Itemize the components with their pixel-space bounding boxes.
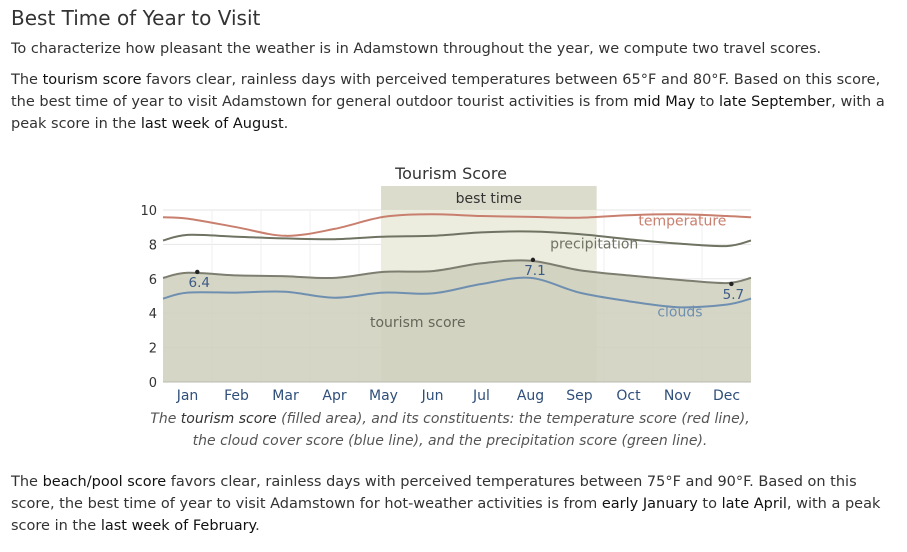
x-tick-label: Jan — [176, 388, 199, 404]
precipitation-series-label: precipitation — [550, 237, 638, 253]
best-time-header — [381, 186, 597, 210]
temperature-series-label: temperature — [638, 213, 726, 229]
best-time-start: mid May — [633, 94, 696, 110]
clouds-series-label: clouds — [657, 305, 702, 321]
clouds-score-line — [162, 276, 752, 309]
caption-segment: (filled area), and its constituents: the… — [192, 411, 750, 449]
x-tick-label: Jul — [472, 388, 490, 404]
tourism-paragraph: The tourism score favors clear, rainless… — [11, 69, 896, 135]
text-segment: to — [697, 496, 722, 512]
x-tick-label: Dec — [713, 388, 740, 404]
y-tick-label: 0 — [149, 376, 157, 391]
temperature-score-line — [162, 213, 752, 237]
score-marker — [530, 257, 536, 263]
y-tick-label: 6 — [149, 273, 157, 288]
score-label: 7.1 — [524, 263, 545, 279]
chart-caption: The tourism score (filled area), and its… — [140, 408, 760, 452]
y-tick-label: 4 — [149, 307, 157, 322]
tourism-series-label: tourism score — [370, 315, 466, 331]
caption-tourism-score-term: tourism score — [180, 411, 277, 427]
caption-segment: The — [150, 411, 181, 427]
x-tick-label: Feb — [224, 388, 249, 404]
x-tick-label: Aug — [517, 388, 544, 404]
text-segment: The — [11, 474, 43, 490]
tourism-score-line — [162, 259, 752, 285]
beach-time-start: early January — [601, 496, 698, 512]
best-time-end: late September — [718, 94, 832, 110]
text-segment: , with a peak score in the — [11, 94, 885, 132]
text-segment: The — [11, 72, 43, 88]
x-tick-label: Nov — [664, 388, 691, 404]
tourism-score-chart: Tourism Score 0 2 4 6 8 10 best time tourism sco… — [140, 164, 752, 404]
beach-paragraph: The beach/pool score favors clear, rainl… — [11, 471, 896, 537]
text-segment: favors clear, rainless days with perceiv… — [11, 474, 857, 512]
y-tick-label: 2 — [149, 342, 157, 357]
x-tick-label: Jun — [421, 388, 444, 404]
text-segment: favors clear, rainless days with perceiv… — [11, 72, 881, 110]
score-marker — [195, 269, 200, 275]
chart-title: Tourism Score — [394, 164, 507, 183]
tourism-score-area — [163, 260, 751, 382]
text-segment: . — [255, 518, 260, 534]
best-time-label: best time — [456, 191, 522, 207]
beach-time-end: late April — [721, 496, 787, 512]
page-title: Best Time of Year to Visit — [11, 6, 261, 30]
x-tick-label: May — [369, 388, 398, 404]
intro-paragraph: To characterize how pleasant the weather… — [11, 41, 822, 57]
x-tick-label: Oct — [616, 388, 641, 404]
text-segment: to — [695, 94, 719, 110]
score-label: 6.4 — [189, 275, 210, 291]
y-tick-label: 10 — [140, 204, 157, 219]
text-segment: . — [283, 116, 289, 132]
score-marker — [729, 281, 734, 287]
precipitation-score-line — [162, 230, 752, 248]
peak-period: last week of August — [140, 116, 284, 132]
x-tick-label: Apr — [322, 388, 346, 404]
beach-peak-period: last week of February — [100, 518, 256, 534]
text-segment: , with a peak score in the — [11, 496, 881, 534]
beach-score-term: beach/pool score — [42, 474, 167, 490]
x-tick-label: Sep — [566, 388, 593, 404]
x-tick-label: Mar — [272, 388, 299, 404]
tourism-score-term: tourism score — [42, 72, 142, 88]
score-label: 5.7 — [723, 287, 744, 303]
y-tick-label: 8 — [149, 238, 157, 253]
